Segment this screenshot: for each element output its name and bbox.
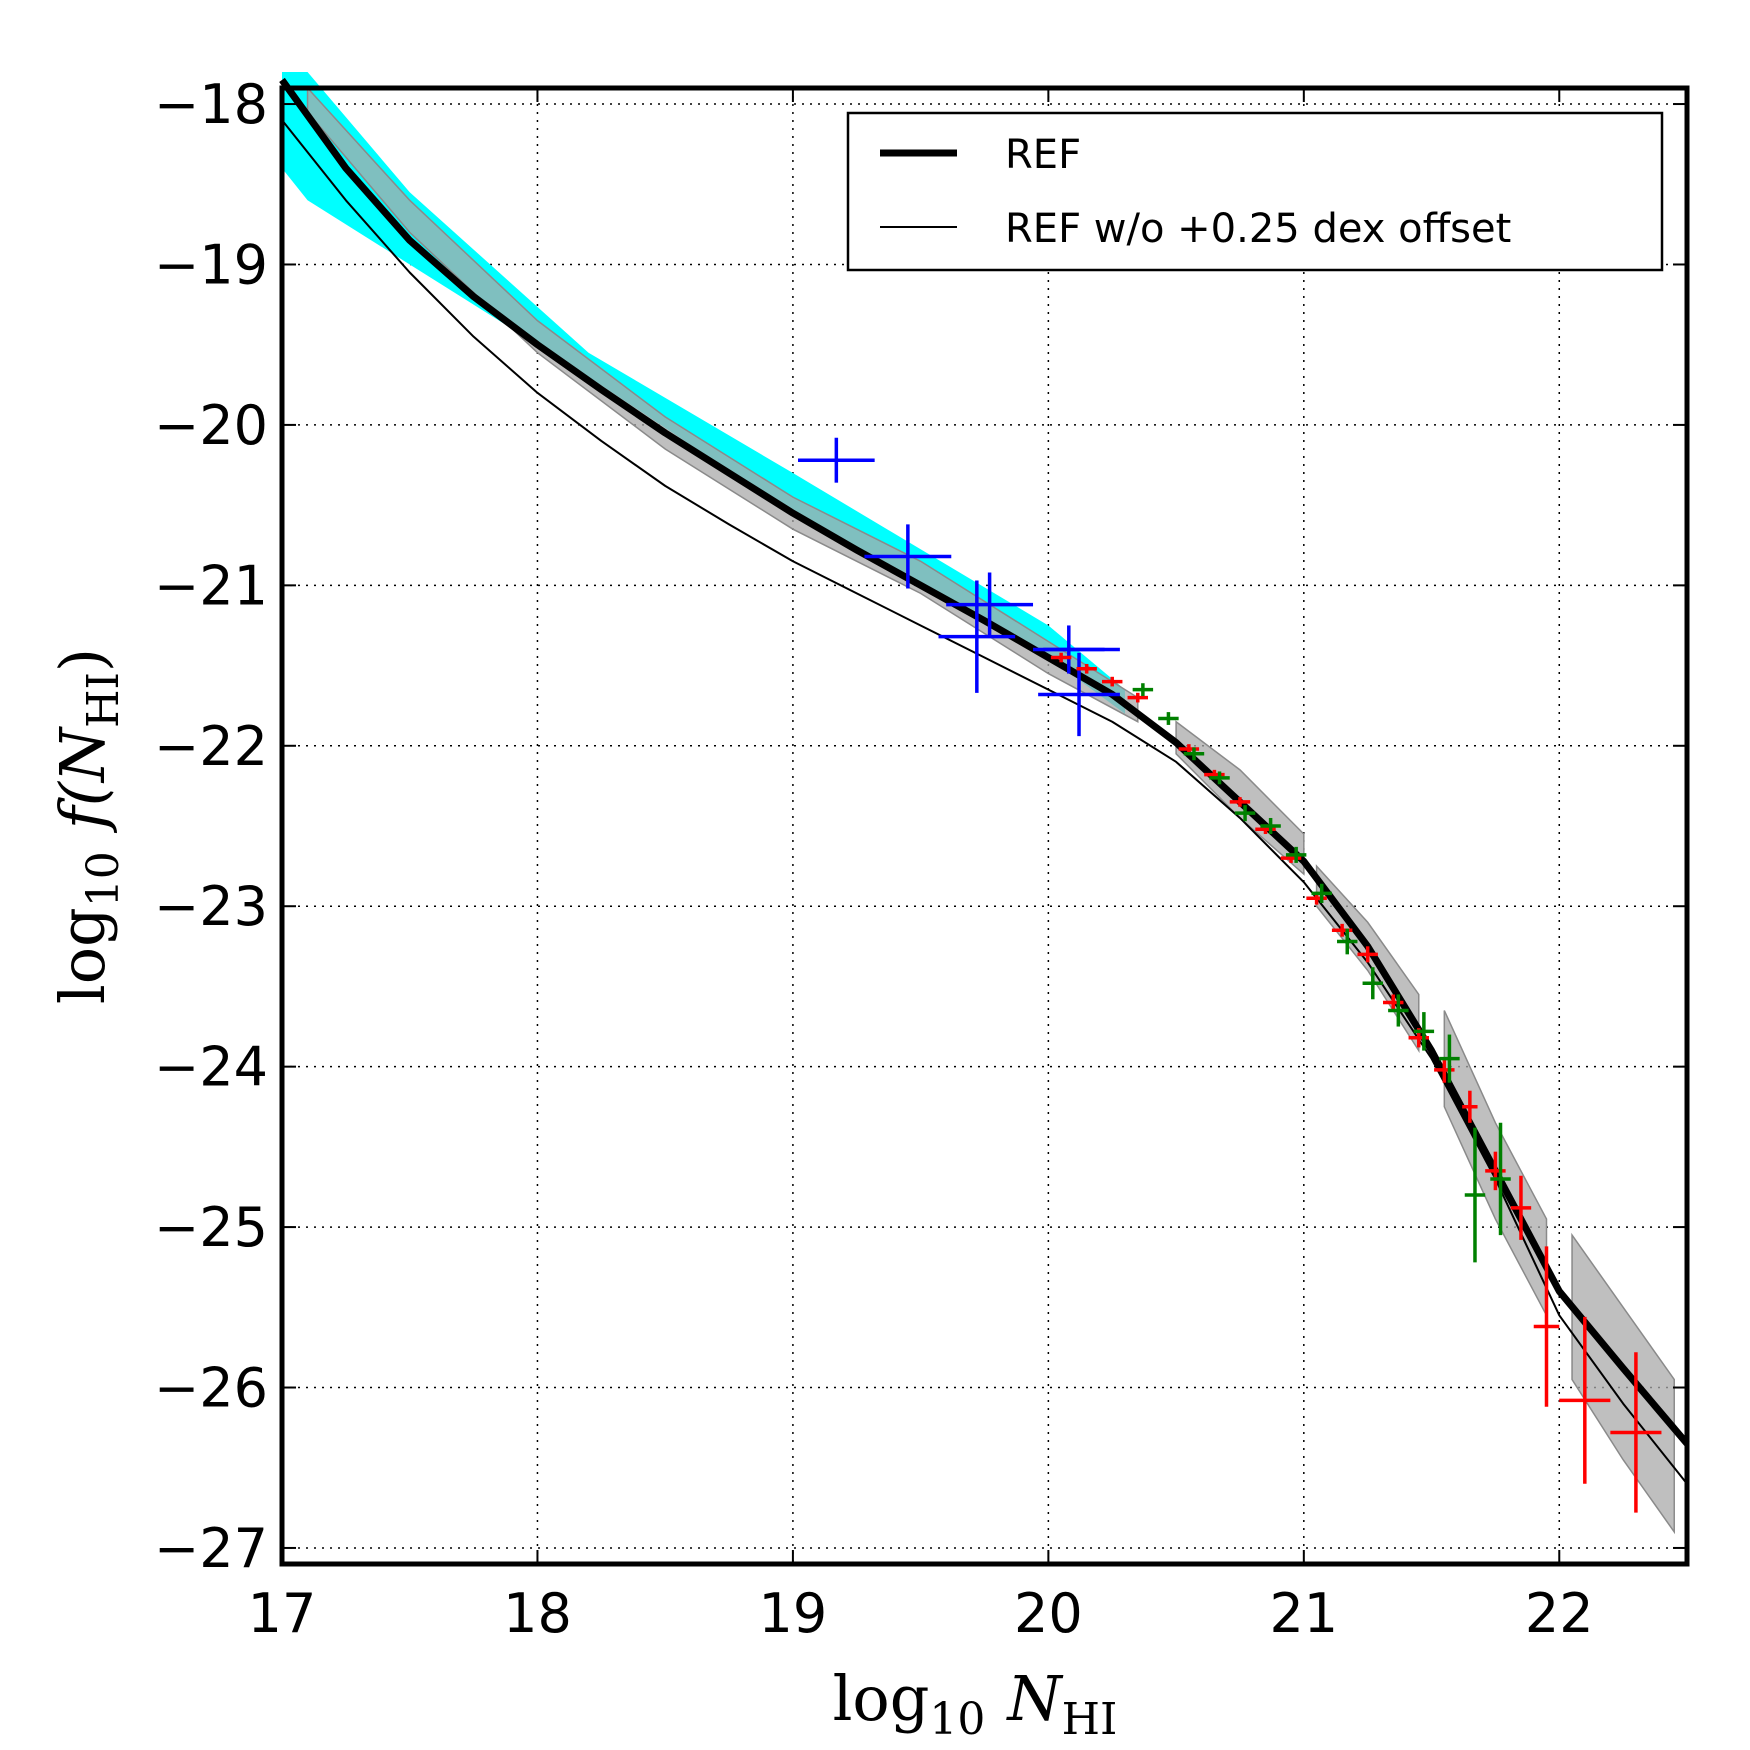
- x-tick-label-0: 17: [248, 1582, 317, 1645]
- series-ref-no-offset-line: [281, 119, 1688, 1485]
- x-axis-label-sub: 10: [929, 1694, 985, 1745]
- errorbar-red-27: [1357, 946, 1378, 963]
- errorbar-red-35: [1462, 1090, 1478, 1123]
- legend-box: [846, 111, 1664, 272]
- y-tick-label-5: −23: [154, 875, 268, 938]
- x-tick-label-5: 22: [1525, 1582, 1594, 1645]
- y-axis-label-varsub: HI: [78, 672, 129, 728]
- errorbar-red-17: [1229, 797, 1251, 807]
- y-tick-label-9: −27: [154, 1517, 268, 1580]
- errorbar-green-12: [1158, 712, 1179, 725]
- errorbar-green-24: [1311, 883, 1332, 904]
- y-tick-label-3: −21: [154, 554, 268, 617]
- x-axis-label: log10 NHI: [833, 1662, 1118, 1745]
- y-tick-label-2: −20: [154, 394, 268, 457]
- errorbar-red-9: [1102, 676, 1123, 687]
- errorbar-red-42: [1610, 1352, 1662, 1513]
- errorbar-green-22: [1285, 846, 1307, 863]
- errorbar-green-38: [1490, 1122, 1511, 1236]
- series-ref-line: [279, 77, 1690, 1446]
- x-axis-label-varsub: HI: [1062, 1694, 1118, 1745]
- x-axis-label-log: log: [833, 1662, 930, 1735]
- band-5: [1571, 1232, 1675, 1535]
- errorbar-green-30: [1388, 994, 1409, 1027]
- legend: REF REF w/o +0.25 dex offset: [846, 111, 1664, 272]
- errorbar-green-26: [1337, 928, 1358, 955]
- errorbar-blue-0: [798, 437, 875, 483]
- errorbar-green-28: [1362, 967, 1384, 1000]
- y-tick-label-6: −24: [154, 1036, 268, 1099]
- y-tick-label-7: −25: [154, 1196, 268, 1259]
- lines: [279, 77, 1690, 1485]
- axes-frame: [279, 85, 1690, 1567]
- errorbar-red-10: [1127, 692, 1148, 703]
- x-tick-label-3: 20: [1014, 1582, 1083, 1645]
- y-axis-label: log10 f(NHI): [46, 648, 129, 1004]
- errorbar-green-16: [1209, 771, 1230, 785]
- errorbar-blue-1: [864, 524, 952, 589]
- y-axis-label-log: log: [46, 907, 119, 1004]
- errorbar-green-32: [1413, 1012, 1435, 1051]
- x-tick-label-1: 18: [503, 1582, 572, 1645]
- errorbar-red-8: [1076, 663, 1097, 674]
- errorbar-green-18: [1234, 805, 1256, 822]
- y-tick-label-1: −19: [154, 233, 268, 296]
- errorbar-red-39: [1510, 1175, 1532, 1240]
- band-0: [282, 71, 1125, 714]
- errorbar-green-34: [1439, 1034, 1460, 1083]
- legend-label-ref-no-offset: REF w/o +0.25 dex offset: [1005, 206, 1511, 252]
- y-tick-label-0: −18: [154, 73, 268, 136]
- errorbar-green-14: [1183, 747, 1205, 761]
- x-tick-label-4: 21: [1269, 1582, 1338, 1645]
- y-tick-label-4: −22: [154, 715, 268, 778]
- errorbar-blue-3: [938, 580, 1016, 693]
- y-axis-label-close: ): [46, 648, 119, 672]
- errorbar-blue-2: [946, 572, 1034, 637]
- errorbar-red-40: [1533, 1246, 1560, 1407]
- errorbar-green-11: [1132, 683, 1154, 697]
- errorbar-blue-6: [1038, 652, 1120, 737]
- x-axis-label-var: N: [1005, 1662, 1064, 1735]
- errorbar-red-41: [1559, 1316, 1611, 1484]
- y-tick-label-8: −26: [154, 1357, 268, 1420]
- y-axis-label-func: f(N: [46, 725, 119, 833]
- legend-label-ref: REF: [1005, 132, 1081, 178]
- ticks: 17 18 19 20 21 22 −18 −19 −20 −21 −22 −23 −24 −25 −26 −…: [154, 73, 1687, 1645]
- errorbar-red-7: [1050, 652, 1072, 663]
- error-bars: [798, 437, 1662, 1513]
- errorbar-green-20: [1260, 817, 1281, 835]
- y-axis-label-sub: 10: [78, 851, 129, 907]
- x-tick-label-2: 19: [759, 1582, 828, 1645]
- errorbar-green-36: [1464, 1127, 1486, 1263]
